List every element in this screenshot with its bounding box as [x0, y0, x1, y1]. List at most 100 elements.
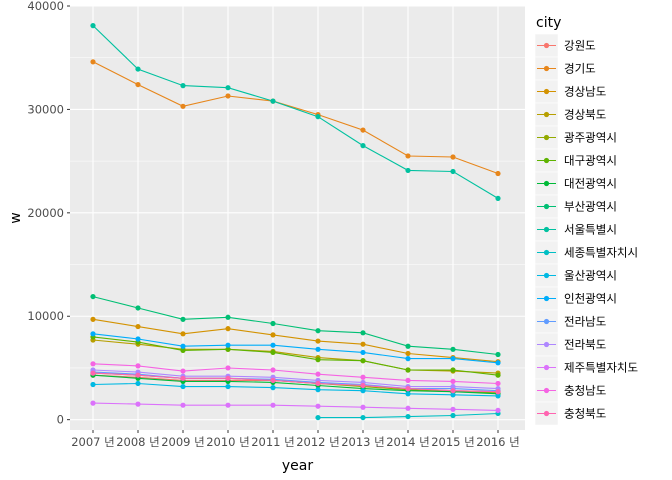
- data-point: [450, 383, 456, 390]
- data-point: [270, 385, 276, 391]
- x-axis-title: year: [282, 458, 313, 474]
- data-point: [495, 360, 501, 366]
- data-point: [135, 363, 141, 369]
- x-tick-label: 2009 년: [161, 435, 205, 449]
- legend-key-point: [543, 180, 550, 187]
- data-point: [315, 328, 321, 334]
- data-point: [180, 316, 186, 322]
- data-point: [225, 402, 231, 408]
- series-line: [92, 372, 499, 393]
- data-point: [405, 386, 411, 392]
- data-point: [495, 380, 501, 387]
- data-point: [360, 414, 366, 421]
- x-tick-label: 2016 년: [476, 435, 520, 449]
- data-point: [225, 314, 231, 320]
- data-point: [135, 81, 141, 88]
- legend-key-point: [543, 157, 550, 164]
- series-line: [92, 374, 499, 395]
- data-point: [405, 153, 411, 159]
- x-tick-label: 2007 년: [71, 435, 115, 449]
- data-point: [315, 357, 321, 363]
- legend-key-point: [543, 226, 550, 233]
- series-lines: [92, 25, 499, 419]
- legend-label: 전라북도: [564, 338, 606, 352]
- data-point: [405, 413, 411, 420]
- data-point: [135, 372, 141, 378]
- data-point: [90, 400, 96, 406]
- legend-label: 충청남도: [564, 384, 606, 398]
- legend-title: city: [536, 15, 561, 31]
- legend-key-point: [543, 203, 550, 210]
- legend-key-point: [543, 272, 550, 279]
- legend-label: 세종특별자치시: [564, 246, 638, 260]
- legend-label: 제주특별자치도: [564, 361, 638, 375]
- data-point: [405, 391, 411, 397]
- data-point: [450, 388, 456, 394]
- data-point: [225, 365, 231, 371]
- data-point: [180, 343, 186, 349]
- data-point: [360, 349, 366, 356]
- data-point: [270, 367, 276, 373]
- legend-label: 경상남도: [564, 85, 606, 99]
- data-point: [360, 388, 366, 394]
- plot-panel: [70, 6, 525, 430]
- data-point: [405, 377, 411, 383]
- data-point: [360, 374, 366, 380]
- series-line: [92, 369, 499, 390]
- series-line: [92, 333, 499, 364]
- x-tick-label: 2013 년: [341, 435, 385, 449]
- data-point: [225, 85, 231, 91]
- data-point: [135, 380, 141, 387]
- legend-label: 서울특별시: [564, 223, 617, 237]
- data-point: [135, 323, 141, 330]
- legend-key-point: [543, 249, 550, 256]
- data-point: [495, 407, 501, 413]
- legend-key-point: [543, 111, 550, 118]
- data-point: [135, 66, 141, 72]
- data-point: [405, 367, 411, 373]
- data-point: [180, 331, 186, 337]
- series-line: [92, 25, 499, 199]
- data-point: [315, 346, 321, 352]
- legend-label: 경상북도: [564, 108, 606, 122]
- y-axis: 0 10000 20000 30000 40000: [27, 0, 70, 427]
- data-point: [225, 383, 231, 390]
- series-line: [92, 336, 499, 376]
- legend-label: 광주광역시: [564, 131, 617, 145]
- data-point: [315, 387, 321, 393]
- data-point: [360, 358, 366, 364]
- legend-label: 인천광역시: [564, 292, 617, 306]
- data-point: [360, 127, 366, 133]
- data-point: [90, 361, 96, 367]
- legend-key-point: [543, 318, 550, 325]
- x-tick-label: 2014 년: [386, 435, 430, 449]
- legend-label: 대구광역시: [564, 154, 617, 168]
- data-point: [135, 305, 141, 311]
- data-point: [180, 347, 186, 353]
- x-tick-label: 2010 년: [206, 435, 250, 449]
- series-line: [92, 382, 499, 397]
- legend: city 강원도경기도경상남도경상북도광주광역시대구광역시대전광역시부산광역시서…: [534, 15, 638, 426]
- data-point: [495, 195, 501, 201]
- data-point: [270, 377, 276, 383]
- data-point: [270, 349, 276, 356]
- data-point: [450, 378, 456, 384]
- data-point: [360, 404, 366, 410]
- legend-label: 전라남도: [564, 315, 606, 329]
- data-point: [360, 341, 366, 347]
- data-point: [495, 393, 501, 399]
- data-point: [450, 356, 456, 362]
- data-point: [450, 346, 456, 352]
- data-point: [495, 389, 501, 395]
- y-tick-label: 20000: [27, 206, 64, 220]
- series-points: [90, 23, 501, 421]
- data-point: [90, 370, 96, 376]
- legend-key-point: [543, 134, 550, 141]
- data-point: [270, 402, 276, 408]
- legend-key-point: [543, 410, 550, 417]
- data-point: [450, 392, 456, 398]
- legend-label: 경기도: [564, 62, 596, 76]
- data-point: [315, 114, 321, 120]
- data-point: [495, 170, 501, 177]
